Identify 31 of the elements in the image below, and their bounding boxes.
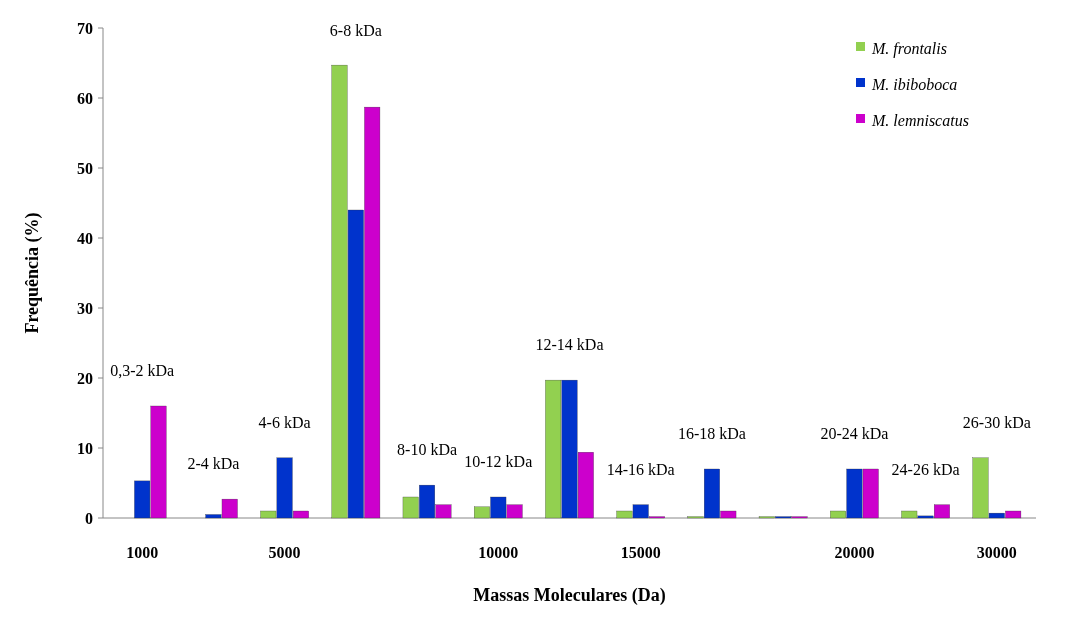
y-tick-label: 10 — [77, 439, 93, 457]
annotation: 0,3-2 kDa — [110, 362, 175, 379]
y-tick-label: 40 — [77, 229, 93, 247]
legend-label: M. frontalis — [871, 39, 947, 58]
legend-label: M. lemniscatus — [871, 111, 969, 129]
y-axis-title: Frequência (%) — [22, 212, 43, 334]
x-tick-label: 1000 — [126, 544, 159, 561]
y-tick-label: 50 — [77, 159, 93, 177]
annotation: 20-24 kDa — [820, 425, 889, 442]
x-tick-label: 15000 — [620, 544, 661, 561]
annotation: 4-6 kDa — [258, 413, 311, 431]
y-tick-label: 20 — [77, 369, 93, 387]
annotation: 8-10 kDa — [397, 441, 458, 459]
legend-label: M. ibiboboca — [871, 75, 958, 93]
annotation: 6-8 kDa — [329, 22, 382, 39]
x-axis-title: Massas Moleculares (Da) — [473, 585, 666, 606]
annotation: 16-18 kDa — [677, 425, 746, 442]
x-tick-label: 20000 — [834, 544, 875, 561]
annotation: 2-4 kDa — [187, 455, 240, 473]
x-tick-label: 5000 — [268, 544, 301, 561]
annotation: 26-30 kDa — [962, 413, 1031, 431]
y-tick-label: 60 — [77, 89, 93, 107]
y-tick-label: 0 — [85, 509, 93, 527]
y-tick-label: 70 — [77, 19, 93, 37]
annotation: 12-14 kDa — [535, 336, 604, 354]
annotation: 24-26 kDa — [891, 460, 960, 478]
x-tick-label: 10000 — [478, 544, 519, 561]
annotation: 10-12 kDa — [464, 453, 533, 470]
x-tick-label: 30000 — [976, 544, 1017, 561]
y-tick-label: 30 — [77, 299, 93, 317]
annotation: 14-16 kDa — [606, 460, 675, 478]
